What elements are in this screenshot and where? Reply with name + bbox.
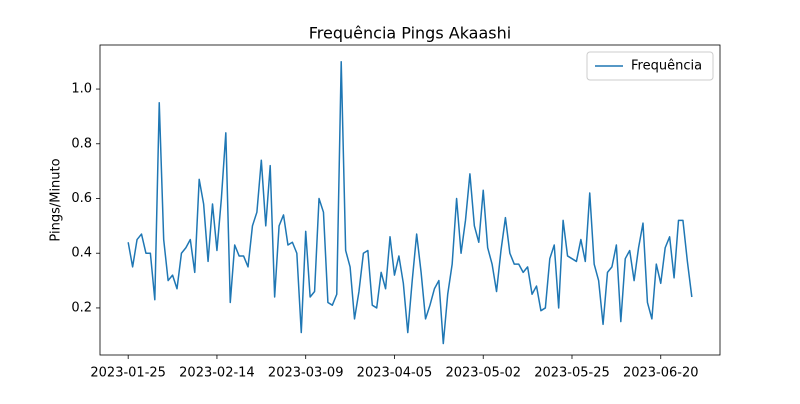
y-tick-label: 0.4: [71, 246, 92, 261]
plot-frame: [99, 44, 721, 356]
legend-label: Frequência: [631, 59, 702, 74]
chart-title: Frequência Pings Akaashi: [309, 24, 511, 43]
legend-box: [586, 51, 714, 81]
x-tick-label: 2023-03-09: [268, 366, 344, 381]
y-tick-label: 1.0: [71, 82, 92, 97]
x-tick-label: 2023-01-25: [90, 366, 166, 381]
y-tick-label: 0.2: [71, 300, 92, 315]
x-tick-label: 2023-05-25: [534, 366, 610, 381]
y-axis-label: Pings/Minuto: [49, 158, 64, 241]
x-tick-label: 2023-02-14: [179, 366, 255, 381]
x-tick-label: 2023-05-02: [445, 366, 521, 381]
data-line: [127, 60, 693, 345]
x-tick-label: 2023-06-20: [623, 366, 699, 381]
y-tick-label: 0.6: [71, 191, 92, 206]
y-tick-label: 0.8: [71, 136, 92, 151]
x-tick-label: 2023-04-05: [357, 366, 433, 381]
